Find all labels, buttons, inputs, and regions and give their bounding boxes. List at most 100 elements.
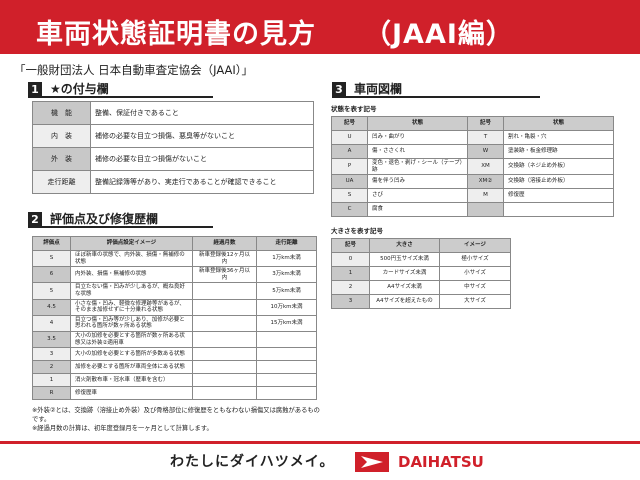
daihatsu-logo-icon xyxy=(355,452,389,472)
table-row: 外 装補修の必要な目立つ損傷がないこと xyxy=(32,147,314,171)
value-cell: A4サイズ未満 xyxy=(369,280,440,296)
value-cell: 小サイズ xyxy=(439,266,511,282)
header-row: 記号 大きさ イメージ xyxy=(331,238,511,254)
symbol-cell: R xyxy=(32,386,71,401)
value-cell: 1万km未満 xyxy=(256,249,317,268)
column-header: 記号 xyxy=(467,116,504,131)
section-number: 2 xyxy=(28,212,42,227)
symbol-cell: 4 xyxy=(32,314,71,332)
symbol-cell: U xyxy=(331,130,368,145)
score-column: 評価点 評価点設定イメージ 経過月数 走行距離 S ほぼ新車の状態で、内外装、損傷・無補修… xyxy=(32,236,322,433)
section3-heading: 3 車両図欄 xyxy=(332,80,540,98)
value-cell xyxy=(192,298,257,316)
value-cell: 内外装、損傷・無補修の状態 xyxy=(70,266,193,284)
value-cell: 塗装跡・板金修理跡 xyxy=(503,144,614,159)
value-cell: 新車登録後36ヶ月以内 xyxy=(192,266,257,284)
value-cell: 目立たない傷・凹みが少しあるが、概ね良好な状態 xyxy=(70,282,193,300)
value-cell: 加修を必要とする箇所が車両全体にある状態 xyxy=(70,360,193,375)
table-row: UA 傷を伴う凹み XM② 交換跡（溶接止め外板） xyxy=(331,174,614,190)
footnotes: ※外装②とは、交換跡（溶接止め外装）及び骨格部位に修復歴をともなわない損傷又は腐… xyxy=(32,406,322,433)
symbol-cell: 3.5 xyxy=(32,330,71,349)
table-row: U 凹み・曲がり T 割れ・亀裂・穴 xyxy=(331,130,614,145)
table-row: 0 500円玉サイズ未満 極小サイズ xyxy=(331,252,511,268)
table-row: R 修復歴車 xyxy=(32,386,317,401)
table-row: 4.5 小さな傷・凹み、軽微な修理跡等があるが、そのまま加修せずに十分乗れる状態 1… xyxy=(32,298,317,316)
size-symbols-label: 大きさを表す記号 xyxy=(331,227,383,236)
symbol-cell xyxy=(467,202,504,218)
symbol-cell: 6 xyxy=(32,266,71,284)
score-table: 評価点 評価点設定イメージ 経過月数 走行距離 S ほぼ新車の状態で、内外装、損傷・無補修… xyxy=(32,236,317,401)
symbol-cell: XM② xyxy=(467,174,504,190)
value-cell xyxy=(192,373,257,388)
brand-name: DAIHATSU xyxy=(398,453,484,471)
value-cell: 交換跡（ネジ止め外板） xyxy=(503,157,614,176)
value-cell: 変色・退色・剥げ・シール（テープ）跡 xyxy=(367,157,468,176)
vehicle-diagram-column: 状態を表す記号 記号 状態 記号 状態 U 凹み・曲がり T 割れ・亀裂・穴 A 傷・ささくれ W 塗… xyxy=(331,105,621,310)
table-row: S ほぼ新車の状態で、内外装、損傷・無補修の状態 新車登録後12ヶ月以内 1万km未満 xyxy=(32,249,317,268)
symbol-cell: 1 xyxy=(32,373,71,388)
symbol-cell: UA xyxy=(331,174,368,190)
value-cell: 傷・ささくれ xyxy=(367,144,468,159)
value-cell xyxy=(256,360,317,375)
footnote: ※経過月数の計算は、初年度登録月を一ヶ月として計算します。 xyxy=(32,425,213,433)
value-cell: 消火剤散布車・冠水車（歴車を含む） xyxy=(70,373,193,388)
symbol-cell: A xyxy=(331,144,368,159)
star-table: 機 能整備、保証付きであること内 装補修の必要な目立つ損傷、悪臭等がないこと外 … xyxy=(32,101,314,194)
table-row: 6 内外装、損傷・無補修の状態 新車登録後36ヶ月以内 3万km未満 xyxy=(32,266,317,284)
value-cell: 修復歴 xyxy=(503,188,614,204)
section1-heading: 1 ★の付与欄 xyxy=(28,80,213,98)
page-header: 車両状態証明書の見方 （JAAI編） xyxy=(0,0,640,54)
table-row: 内 装補修の必要な目立つ損傷、悪臭等がないこと xyxy=(32,124,314,148)
value-cell: 中サイズ xyxy=(439,280,511,296)
symbol-cell: W xyxy=(467,144,504,159)
column-header: 経過月数 xyxy=(192,236,257,251)
column-header: 評価点 xyxy=(32,236,71,251)
section2-heading: 2 評価点及び修復歴欄 xyxy=(28,210,213,228)
section-title: ★の付与欄 xyxy=(50,82,109,96)
header-row: 記号 状態 記号 状態 xyxy=(331,116,614,131)
symbol-cell: 5 xyxy=(32,282,71,300)
value-cell xyxy=(256,373,317,388)
column-header: 記号 xyxy=(331,116,368,131)
table-row: 機 能整備、保証付きであること xyxy=(32,101,314,125)
symbol-cell: 4.5 xyxy=(32,298,71,316)
table-row: 1 カードサイズ未満 小サイズ xyxy=(331,266,511,282)
value-cell: ほぼ新車の状態で、内外装、損傷・無補修の状態 xyxy=(70,249,193,268)
symbol-cell: P xyxy=(331,157,368,176)
value-cell: 新車登録後12ヶ月以内 xyxy=(192,249,257,268)
criterion-label: 内 装 xyxy=(32,124,91,148)
table-row: 3 大小の加修を必要とする箇所が多数ある状態 xyxy=(32,347,317,362)
value-cell: 10万km未満 xyxy=(256,298,317,316)
slogan: わたしにダイハツメイ。 xyxy=(170,454,335,470)
value-cell: 3万km未満 xyxy=(256,266,317,284)
criterion-label: 外 装 xyxy=(32,147,91,171)
state-symbols-label: 状態を表す記号 xyxy=(331,105,377,113)
value-cell xyxy=(192,314,257,332)
value-cell: 大小の加修を必要とする箇所が多数ある状態 xyxy=(70,347,193,362)
section-number: 3 xyxy=(332,82,346,97)
size-symbols-table: 記号 大きさ イメージ 0 500円玉サイズ未満 極小サイズ 1 カードサイズ未満 小サイズ 2 A… xyxy=(331,238,511,310)
symbol-cell: M xyxy=(467,188,504,204)
criterion-text: 補修の必要な目立つ損傷がないこと xyxy=(90,147,314,171)
value-cell xyxy=(256,386,317,401)
section-title: 車両図欄 xyxy=(354,82,403,96)
column-header: 走行距離 xyxy=(256,236,317,251)
state-symbols-table: 記号 状態 記号 状態 U 凹み・曲がり T 割れ・亀裂・穴 A 傷・ささくれ W 塗装跡・板金修理跡… xyxy=(331,116,614,218)
table-row: 3.5 大小の加修を必要とする箇所が数ヶ所ある状態又は外装②適用車 xyxy=(32,330,317,349)
criterion-text: 補修の必要な目立つ損傷、悪臭等がないこと xyxy=(90,124,314,148)
value-cell: 修復歴車 xyxy=(70,386,193,401)
value-cell: 小さな傷・凹み、軽微な修理跡等があるが、そのまま加修せずに十分乗れる状態 xyxy=(70,298,193,316)
organization-name: 「一般財団法人 日本自動車査定協会（JAAI）」 xyxy=(14,63,254,77)
symbol-cell: 3 xyxy=(331,294,370,310)
value-cell xyxy=(192,347,257,362)
value-cell: 500円玉サイズ未満 xyxy=(369,252,440,268)
footnote: ※外装②とは、交換跡（溶接止め外装）及び骨格部位に修復歴をともなわない損傷又は腐… xyxy=(32,407,320,424)
value-cell xyxy=(192,386,257,401)
value-cell: 目立つ傷・凹み等が少しあり、加修が必要と思われる箇所が数ヶ所ある状態 xyxy=(70,314,193,332)
value-cell: 5万km未満 xyxy=(256,282,317,300)
value-cell: 大小の加修を必要とする箇所が数ヶ所ある状態又は外装②適用車 xyxy=(70,330,193,349)
header-row: 評価点 評価点設定イメージ 経過月数 走行距離 xyxy=(32,236,317,251)
symbol-cell: S xyxy=(331,188,368,204)
symbol-cell: T xyxy=(467,130,504,145)
column-header: 大きさ xyxy=(369,238,440,254)
